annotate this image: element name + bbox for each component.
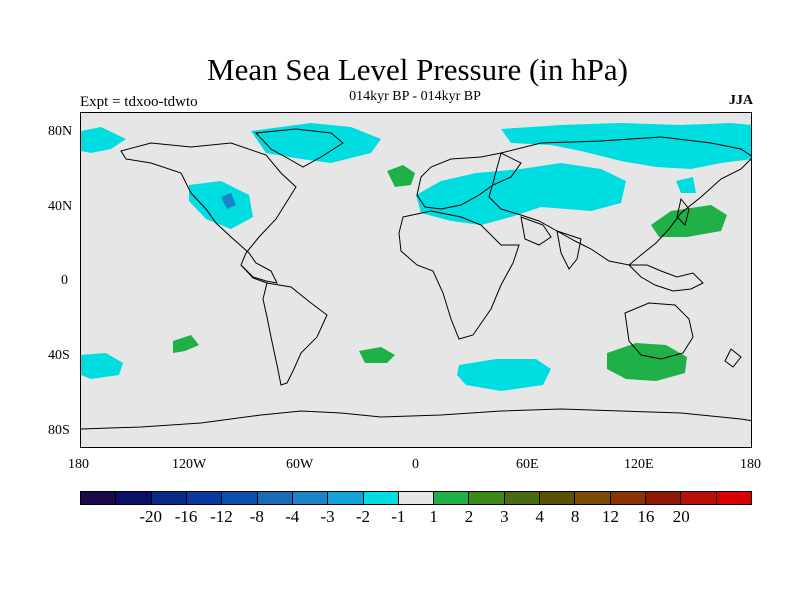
colorbar-label: 2: [464, 507, 474, 526]
anomaly-region-east-asia: [676, 177, 696, 193]
colorbar-swatch: [575, 492, 611, 504]
negative-anomaly-regions: [81, 123, 751, 391]
colorbar-swatch: [681, 492, 717, 504]
map-svg: [81, 123, 751, 430]
colorbar-swatch: [469, 492, 505, 504]
coastline-new-zealand: [724, 348, 742, 368]
colorbar-swatch: [186, 492, 223, 504]
colorbar-label: -2: [355, 507, 371, 526]
colorbar-label: 20: [672, 507, 690, 526]
colorbar-swatch: [504, 492, 541, 504]
colorbar: [80, 491, 752, 505]
anomaly-region-south-australia: [607, 343, 687, 381]
lat-tick-40s: 40S: [48, 348, 70, 363]
anomaly-region-north-america: [189, 181, 253, 229]
colorbar-label: -1: [391, 507, 406, 526]
coastline-arabia: [520, 216, 552, 246]
coastline-asia: [488, 136, 751, 266]
colorbar-swatch: [434, 492, 470, 504]
colorbar-swatch: [646, 492, 682, 504]
anomaly-region-south-pacific-small: [173, 335, 199, 353]
colorbar-label: -3: [320, 507, 335, 526]
anomaly-region-arctic-east: [501, 123, 751, 169]
coastline-south-america: [262, 282, 328, 386]
coastline-central-america: [240, 264, 268, 284]
colorbar-label: -12: [210, 507, 233, 526]
lat-tick-80s: 80S: [48, 423, 70, 438]
coastline-australia: [624, 302, 694, 360]
colorbar-label: -16: [174, 507, 198, 526]
season-label: JJA: [728, 93, 753, 108]
colorbar-swatch: [116, 492, 152, 504]
anomaly-region-northwest-pacific: [651, 205, 727, 237]
colorbar-swatch: [257, 492, 293, 504]
colorbar-label: 3: [500, 507, 509, 526]
map-panel: [80, 112, 752, 448]
lon-tick-60w: 60W: [286, 457, 314, 472]
lon-tick-0: 0: [412, 457, 419, 472]
map-subtitle: 014kyr BP - 014kyr BP: [349, 89, 481, 104]
lat-tick-80n: 80N: [48, 124, 73, 139]
colorbar-label: 12: [602, 507, 620, 526]
colorbar-swatch: [363, 492, 399, 504]
colorbar-swatch: [328, 492, 364, 504]
colorbar-swatch: [398, 492, 435, 504]
anomaly-region-eurasia: [416, 163, 626, 225]
coastline-north-america: [120, 142, 297, 284]
colorbar-label: -20: [139, 507, 163, 526]
coastline-japan: [676, 197, 690, 226]
map-title: Mean Sea Level Pressure (in hPa): [207, 52, 628, 87]
colorbar-swatch: [716, 492, 751, 504]
colorbar-swatch: [292, 492, 329, 504]
anomaly-region-south-indian: [457, 359, 551, 391]
coastline-europe: [416, 152, 522, 210]
colorbar-swatch: [540, 492, 576, 504]
coastline-greenland: [254, 128, 344, 168]
lon-tick-120w: 120W: [172, 457, 207, 472]
coastline-india: [556, 230, 582, 270]
colorbar-label: -4: [285, 507, 300, 526]
lat-tick-40n: 40N: [48, 199, 73, 214]
coastline-africa: [398, 210, 520, 340]
colorbar-label: 4: [535, 507, 545, 526]
colorbar-swatch: [222, 492, 258, 504]
colorbar-label: 8: [570, 507, 580, 526]
colorbar-swatch: [151, 492, 187, 504]
colorbar-label: 1: [429, 507, 438, 526]
anomaly-region-core: [221, 193, 236, 209]
positive-anomaly-regions: [173, 165, 727, 381]
coastlines: [81, 128, 751, 430]
colorbar-label: 16: [637, 507, 655, 526]
anomaly-region-arctic-west: [81, 127, 126, 153]
colorbar-swatch: [610, 492, 646, 504]
coastline-southeast-asia: [627, 264, 704, 292]
lat-tick-0: 0: [61, 273, 68, 288]
lon-tick-60e: 60E: [516, 457, 539, 472]
anomaly-region-south-atlantic: [359, 347, 395, 363]
colorbar-label: -8: [249, 507, 264, 526]
anomaly-region-south-pacific: [81, 353, 123, 379]
coastline-antarctica: [81, 408, 751, 430]
anomaly-region-greenland: [251, 123, 381, 163]
lon-tick-120e: 120E: [624, 457, 654, 472]
colorbar-swatch: [81, 492, 117, 504]
lon-tick-180e: 180: [740, 457, 761, 472]
anomaly-region-north-atlantic: [387, 165, 415, 187]
experiment-label: Expt = tdxoo-tdwto: [80, 94, 198, 110]
lon-tick-180w: 180: [68, 457, 89, 472]
